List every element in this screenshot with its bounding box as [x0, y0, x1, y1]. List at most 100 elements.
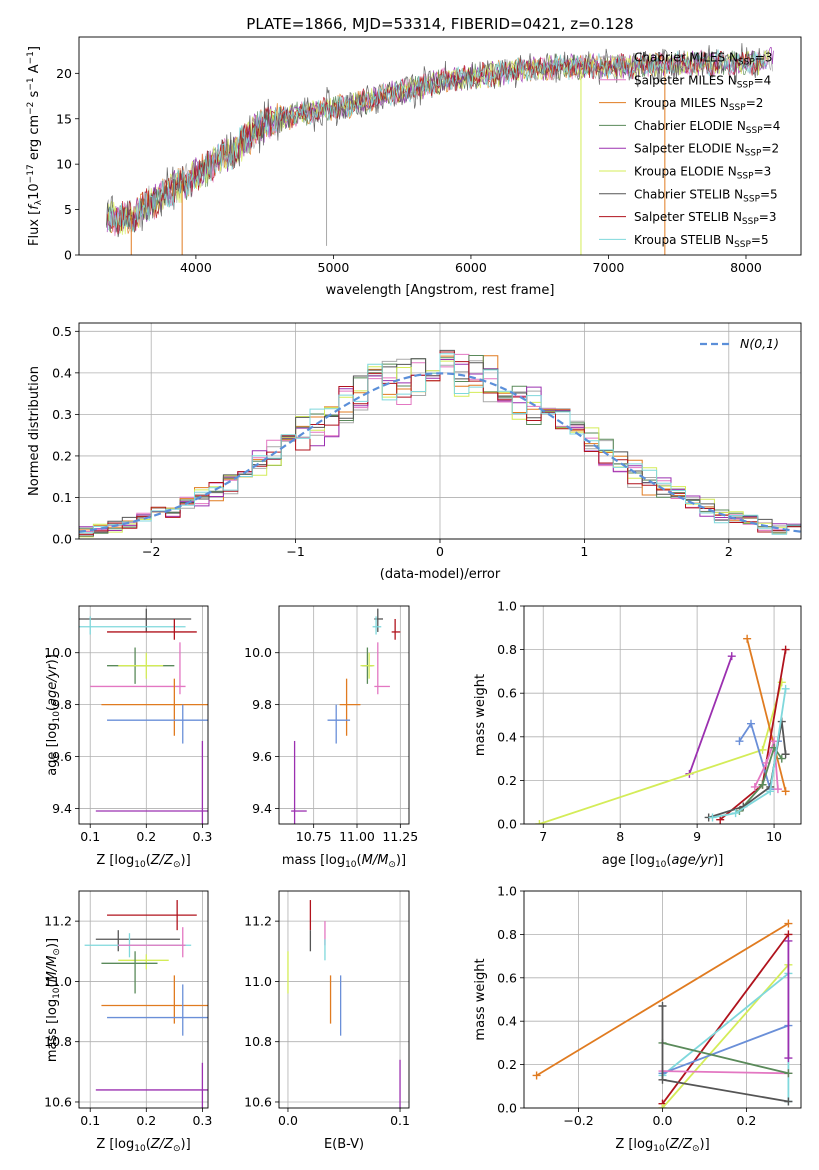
weight_vs_age-xlabel-part: 10	[655, 860, 667, 870]
legend-label-part: Kroupa ELODIE N	[634, 165, 737, 179]
weight_vs_Z-line	[662, 1070, 789, 1075]
weight_vs_age-ytick-label: 1.0	[497, 599, 517, 614]
age_vs_mass-point	[291, 740, 307, 824]
age_vs_mass-ytick-label: 9.4	[252, 801, 272, 816]
legend-label-part: Kroupa MILES N	[634, 96, 729, 110]
age_vs_mass-xlabel-part: mass [log	[282, 853, 345, 868]
age_vs_mass-point	[391, 618, 401, 640]
weight_vs_Z-xlabel-part: ⊙	[692, 1144, 700, 1154]
weight_vs_age-xlabel: age [log10(age/yr)]	[602, 853, 724, 870]
weight_vs_Z-marker	[784, 919, 793, 928]
age_vs_Z-xlabel-part: ⊙	[173, 860, 181, 870]
weight_vs_Z-line	[661, 933, 790, 1105]
mass_vs_Z-ytick-label: 11.0	[44, 974, 72, 989]
legend-label-part: =3	[754, 165, 772, 179]
legend-label-part: =5	[760, 187, 778, 201]
weight_vs_Z-marker	[658, 1104, 667, 1108]
age_vs_mass-point	[360, 652, 375, 679]
age_vs_Z-axes: 0.1 0.2 0.39.49.69.810.0Z [log10(Z/Z⊙)]age…	[44, 605, 212, 870]
legend-label-part: =4	[754, 73, 772, 87]
age_vs_mass-ytick-label: 10.0	[244, 645, 272, 660]
mass_vs_Z-point	[101, 975, 208, 1024]
weight_vs_age-marker	[716, 815, 725, 824]
spectrum-xtick-label: 4000	[180, 260, 212, 275]
mass_vs_EBV-xlabel-part: E(B-V)	[324, 1137, 364, 1152]
mass_vs_Z-point	[95, 930, 180, 952]
age_vs_Z-xlabel-part: (	[146, 853, 151, 868]
mass_vs_Z-point	[118, 954, 169, 970]
weight_vs_age-marker	[781, 787, 790, 796]
spectrum-ylabel-part: s	[27, 90, 42, 101]
weight_vs_Z-frame	[523, 890, 802, 1109]
age_vs_mass-point	[372, 616, 382, 635]
age_vs_Z-ytick-label: 10.0	[44, 645, 72, 660]
age_vs_Z-xlabel-part: )]	[181, 853, 191, 868]
weight_vs_Z-line	[661, 964, 790, 1108]
residuals-ytick-label: 0.5	[52, 324, 72, 339]
legend-label: Chabrier MILES NSSP=3	[634, 51, 772, 68]
spectrum-ylabel-part: −2	[26, 102, 36, 115]
age_vs_Z-point	[101, 678, 208, 736]
spectrum-axes: 4000 5000 6000 7000 8000 0 5 10 15 20 wavelength […	[26, 36, 802, 298]
spectrum-xtick-label: 7000	[593, 260, 625, 275]
legend-label-part: SSP	[738, 58, 755, 68]
weight_vs_age-ytick-label: 0.0	[497, 817, 517, 832]
legend-label-part: Salpeter STELIB N	[634, 210, 742, 224]
age_vs_mass-xlabel: mass [log10(M/M⊙)]	[282, 853, 406, 870]
residuals-frame	[78, 322, 802, 540]
mass_vs_EBV-xtick-label: 0.0	[278, 1113, 298, 1128]
spectrum-ytick-label: 20	[56, 66, 72, 81]
weight_vs_age-ylabel: mass weight	[473, 674, 488, 756]
mass_vs_Z-point	[101, 951, 158, 994]
mass_vs_EBV-xtick-label: 0.1	[390, 1113, 410, 1128]
age_vs_Z-ylabel-part: (	[45, 706, 60, 711]
weight_vs_Z-marker	[784, 1054, 793, 1063]
spectrum-xtick-label: 5000	[318, 260, 350, 275]
weight_vs_Z-ytick-label: 0.0	[497, 1101, 517, 1116]
mass_vs_Z-xtick-label: 0.2	[136, 1113, 156, 1128]
mass_vs_Z-xlabel-part: 10	[134, 1144, 146, 1154]
weight_vs_Z-ytick-label: 0.4	[497, 1014, 517, 1029]
weight_vs_age-marker	[777, 678, 786, 687]
weight_vs_age-marker	[535, 820, 544, 824]
spectrum-ylabel: Flux [fλ10−17 erg cm−2 s−1 A−1]	[26, 46, 44, 246]
spectrum-line	[106, 43, 766, 238]
legend-label-part: =4	[763, 119, 781, 133]
normal-curve	[79, 372, 801, 533]
age_vs_Z-point	[118, 652, 164, 679]
mass_vs_EBV-axes: 0.0 0.1 10.6 10.8 11.0 11.2 E(B-V)	[244, 890, 410, 1152]
mass_vs_Z-ylabel-part: mass [log	[45, 999, 60, 1062]
mass_vs_EBV-ytick-label: 10.6	[244, 1094, 272, 1109]
age_vs_mass-xlabel-part: )]	[396, 853, 406, 868]
age_vs_mass-frame	[278, 605, 410, 825]
spectrum-xtick-label: 6000	[455, 260, 487, 275]
mass_vs_Z-xtick-label: 0.1	[80, 1113, 100, 1128]
spectrum-ylabel-part: ]	[27, 46, 42, 51]
weight_vs_age-marker	[735, 737, 744, 746]
age_vs_mass-xtick-label: 11.25	[382, 829, 418, 844]
spectrum-ylabel-part: A	[27, 64, 42, 77]
spectrum-ylabel-part: −1	[26, 77, 36, 90]
residuals-xtick-label: −1	[286, 544, 304, 559]
age_vs_Z-point	[95, 740, 208, 824]
spectrum-ylabel-part: 10	[27, 183, 42, 200]
mass_vs_EBV-xlabel: E(B-V)	[324, 1137, 364, 1152]
age_vs_Z-ytick-label: 9.6	[52, 749, 72, 764]
residuals-xtick-label: 0	[436, 544, 444, 559]
age_vs_Z-point	[79, 616, 186, 635]
weight_vs_Z-ytick-label: 0.2	[497, 1057, 517, 1072]
spectrum-line	[107, 48, 767, 233]
weight_vs_age-line	[688, 655, 733, 775]
age_vs_Z-ytick-label: 9.8	[52, 697, 72, 712]
mass_vs_Z-xlabel-part: Z/Z	[150, 1137, 174, 1152]
residuals-xtick-label: −2	[142, 544, 160, 559]
legend-label-part: SSP	[746, 126, 763, 136]
age_vs_Z-xtick-label: 0.2	[136, 829, 156, 844]
legend-label-part: Salpeter MILES N	[634, 73, 737, 87]
age_vs_mass-point	[374, 642, 390, 695]
age_vs_Z-ytick-label: 9.4	[52, 801, 72, 816]
mass_vs_Z-xtick-label: 0.3	[192, 1113, 212, 1128]
age_vs_mass-xlabel-part: 10	[345, 860, 357, 870]
spectrum-ylabel-part: λ	[34, 199, 44, 205]
